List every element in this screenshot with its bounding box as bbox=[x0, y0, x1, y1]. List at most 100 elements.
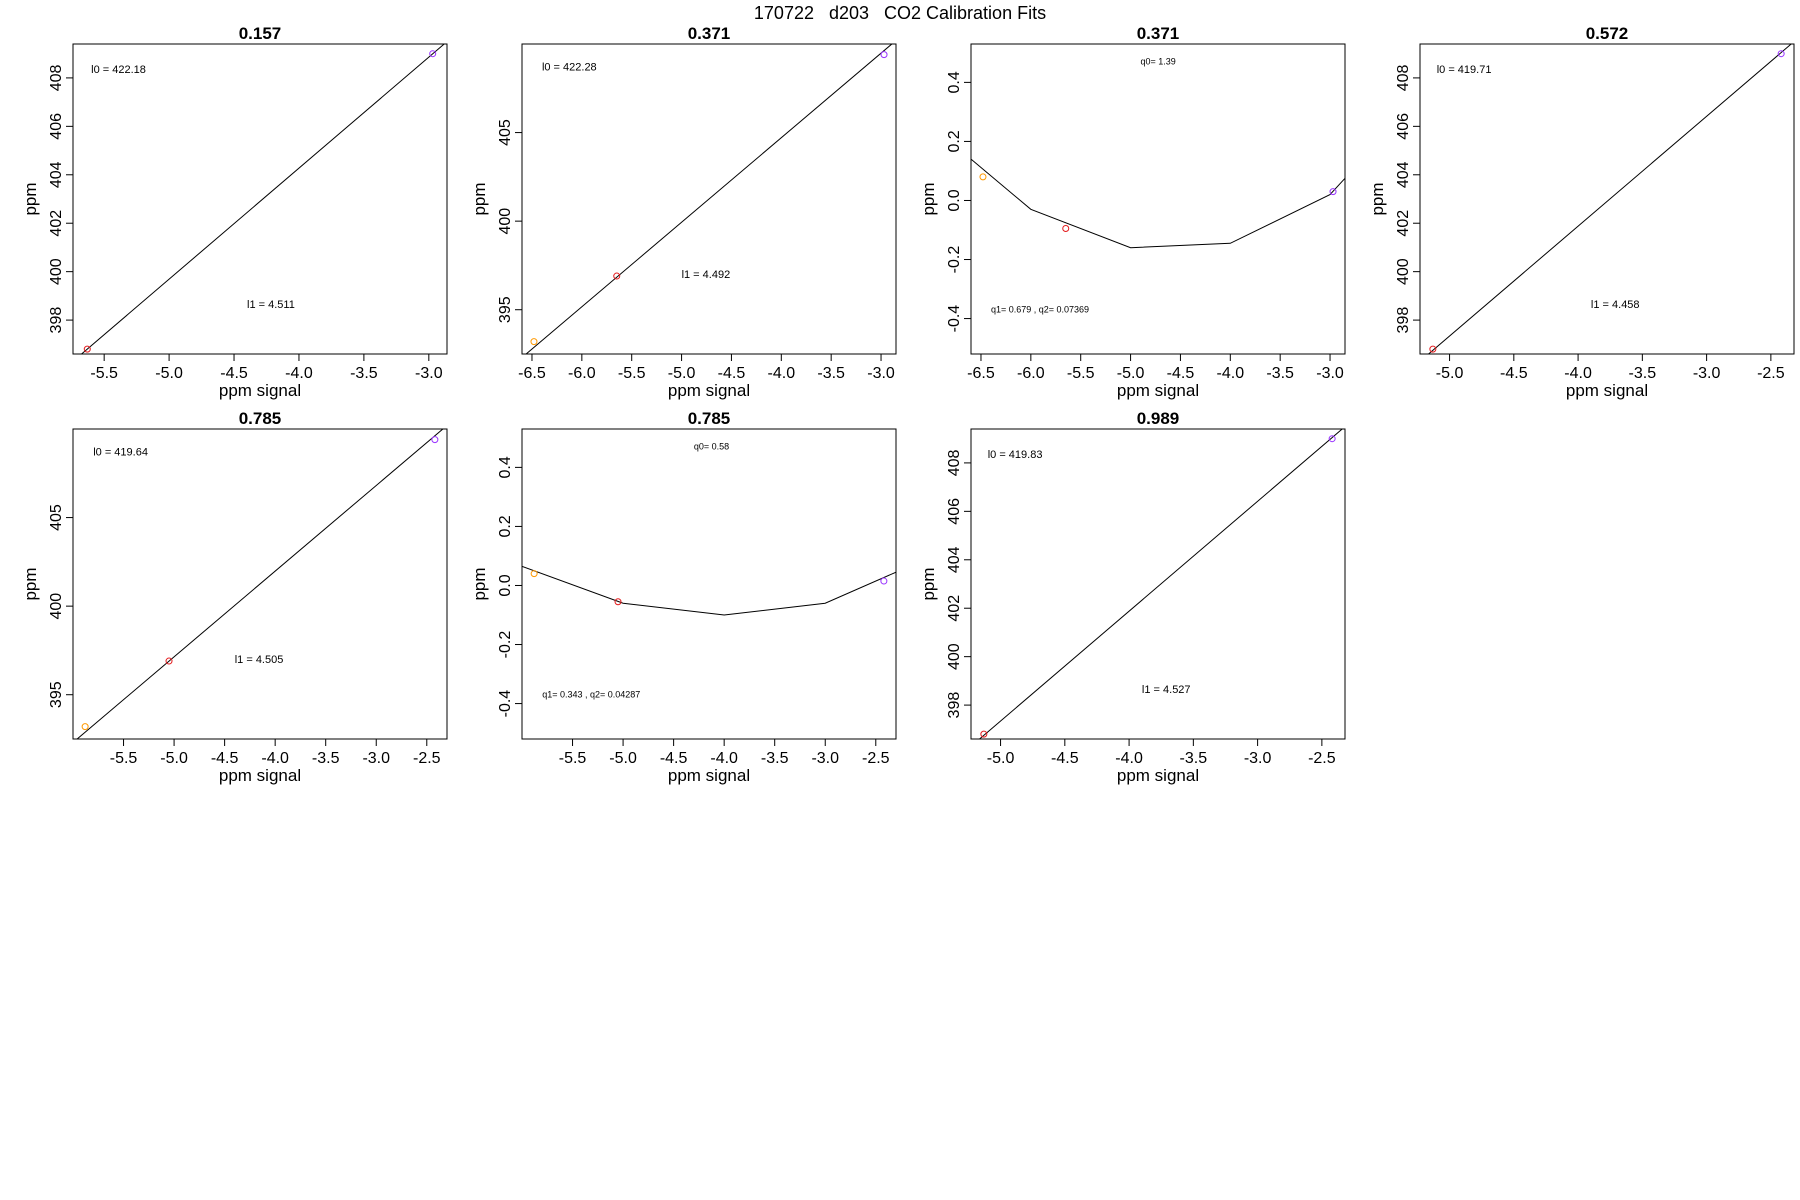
x-axis-label: ppm signal bbox=[1566, 381, 1648, 400]
x-tick-label: -4.5 bbox=[220, 365, 248, 382]
x-tick-label: -3.5 bbox=[761, 750, 789, 767]
x-tick-label: -5.0 bbox=[1117, 365, 1145, 382]
fit-line bbox=[80, 44, 445, 354]
x-tick-label: -6.0 bbox=[568, 365, 596, 382]
fit-line bbox=[978, 429, 1343, 739]
chart-panel-7: 0.989 -5.0 -4.5 -4.0 -3.5 -3.0 -2.5 398 400 402 40… bbox=[919, 409, 1346, 785]
x-tick-label: -3.5 bbox=[312, 750, 340, 767]
x-tick-label: -3.0 bbox=[867, 365, 895, 382]
plot-area bbox=[525, 44, 893, 354]
y-tick-label: 0.2 bbox=[497, 515, 514, 537]
x-tick-label: -4.0 bbox=[261, 750, 289, 767]
y-tick-label: 0.0 bbox=[946, 189, 963, 211]
x-tick-label: -4.0 bbox=[285, 365, 313, 382]
x-tick-label: -2.5 bbox=[1757, 365, 1785, 382]
x-tick-label: -5.0 bbox=[987, 750, 1015, 767]
x-tick-label: -5.0 bbox=[1436, 365, 1464, 382]
y-tick-label: 0.2 bbox=[946, 130, 963, 152]
panel-title: 0.371 bbox=[1137, 24, 1180, 43]
y-axis-label: ppm bbox=[919, 182, 938, 215]
x-tick-label: -3.5 bbox=[1180, 750, 1208, 767]
y-tick-label: 398 bbox=[48, 307, 65, 334]
x-tick-label: -4.0 bbox=[710, 750, 738, 767]
y-tick-label: 400 bbox=[48, 593, 65, 620]
fit-annotation: q0= 1.39 bbox=[1141, 57, 1176, 67]
x-axis-label: ppm signal bbox=[1117, 381, 1199, 400]
y-tick-label: 0.4 bbox=[946, 71, 963, 93]
y-tick-label: 406 bbox=[48, 113, 65, 140]
x-tick-label: -4.5 bbox=[1167, 365, 1195, 382]
x-tick-label: -4.5 bbox=[1500, 365, 1528, 382]
x-tick-label: -4.0 bbox=[1564, 365, 1592, 382]
x-tick-label: -5.5 bbox=[110, 750, 138, 767]
y-tick-label: 404 bbox=[48, 161, 65, 188]
data-point bbox=[880, 51, 888, 59]
chart-panel-2: 0.371 -6.5 -6.0 -5.5 -5.0 -4.5 -4.0 -3.5 -3.0 395… bbox=[470, 24, 897, 400]
y-axis-label: ppm bbox=[21, 567, 40, 600]
fit-line bbox=[522, 565, 896, 616]
plot-area bbox=[978, 429, 1343, 739]
fit-annotation: l1 = 4.527 bbox=[1142, 684, 1191, 696]
x-tick-label: -3.0 bbox=[1244, 750, 1272, 767]
data-point bbox=[980, 730, 988, 738]
data-point bbox=[81, 723, 89, 731]
data-point bbox=[1328, 435, 1336, 443]
y-tick-label: 405 bbox=[48, 504, 65, 531]
y-tick-label: 408 bbox=[48, 64, 65, 91]
x-axis-label: ppm signal bbox=[668, 766, 750, 785]
y-tick-label: -0.2 bbox=[946, 246, 963, 274]
x-tick-label: -4.0 bbox=[1115, 750, 1143, 767]
fit-line bbox=[1427, 44, 1792, 354]
y-tick-label: 404 bbox=[1395, 161, 1412, 188]
y-tick-label: 398 bbox=[946, 692, 963, 719]
x-axis-label: ppm signal bbox=[219, 766, 301, 785]
plot-area bbox=[971, 158, 1345, 249]
x-tick-label: -3.0 bbox=[415, 365, 443, 382]
y-tick-label: 404 bbox=[946, 546, 963, 573]
y-tick-label: 400 bbox=[48, 258, 65, 285]
y-tick-label: 0.4 bbox=[497, 456, 514, 478]
y-axis-label: ppm bbox=[470, 182, 489, 215]
y-tick-label: 0.0 bbox=[497, 574, 514, 596]
panel-title: 0.785 bbox=[688, 409, 731, 428]
data-point bbox=[614, 598, 622, 606]
x-tick-label: -3.0 bbox=[362, 750, 390, 767]
x-tick-label: -2.5 bbox=[413, 750, 441, 767]
y-tick-label: -0.4 bbox=[497, 690, 514, 718]
fit-line bbox=[76, 429, 444, 739]
data-point bbox=[530, 570, 538, 578]
x-tick-label: -2.5 bbox=[1308, 750, 1336, 767]
fit-annotation: l0 = 422.28 bbox=[542, 62, 597, 74]
fit-annotation: l0 = 419.71 bbox=[1437, 64, 1492, 76]
y-tick-label: 402 bbox=[946, 595, 963, 622]
y-axis-label: ppm bbox=[470, 567, 489, 600]
data-point bbox=[429, 50, 437, 58]
x-tick-label: -3.5 bbox=[1266, 365, 1294, 382]
data-point bbox=[1777, 50, 1785, 58]
fit-annotation: l0 = 419.64 bbox=[93, 447, 148, 459]
y-tick-label: 398 bbox=[1395, 307, 1412, 334]
fit-annotation: l1 = 4.492 bbox=[682, 269, 731, 281]
y-axis-label: ppm bbox=[1368, 182, 1387, 215]
x-tick-label: -5.0 bbox=[668, 365, 696, 382]
fit-line bbox=[525, 44, 893, 354]
x-tick-label: -3.5 bbox=[350, 365, 378, 382]
x-axis-label: ppm signal bbox=[219, 381, 301, 400]
x-axis-label: ppm signal bbox=[668, 381, 750, 400]
fit-annotation: q1= 0.343 , q2= 0.04287 bbox=[542, 690, 640, 700]
x-tick-label: -4.5 bbox=[660, 750, 688, 767]
y-tick-label: 405 bbox=[497, 119, 514, 146]
x-tick-label: -4.5 bbox=[211, 750, 239, 767]
y-tick-label: 402 bbox=[1395, 210, 1412, 237]
data-point bbox=[880, 577, 888, 585]
x-tick-label: -6.5 bbox=[518, 365, 546, 382]
fit-annotation: l0 = 422.18 bbox=[91, 64, 146, 76]
y-tick-label: 406 bbox=[946, 498, 963, 525]
y-tick-label: 395 bbox=[497, 296, 514, 323]
x-tick-label: -5.0 bbox=[609, 750, 637, 767]
x-tick-label: -2.5 bbox=[862, 750, 890, 767]
x-tick-label: -6.5 bbox=[967, 365, 995, 382]
data-point bbox=[613, 272, 621, 280]
x-tick-label: -5.0 bbox=[160, 750, 188, 767]
